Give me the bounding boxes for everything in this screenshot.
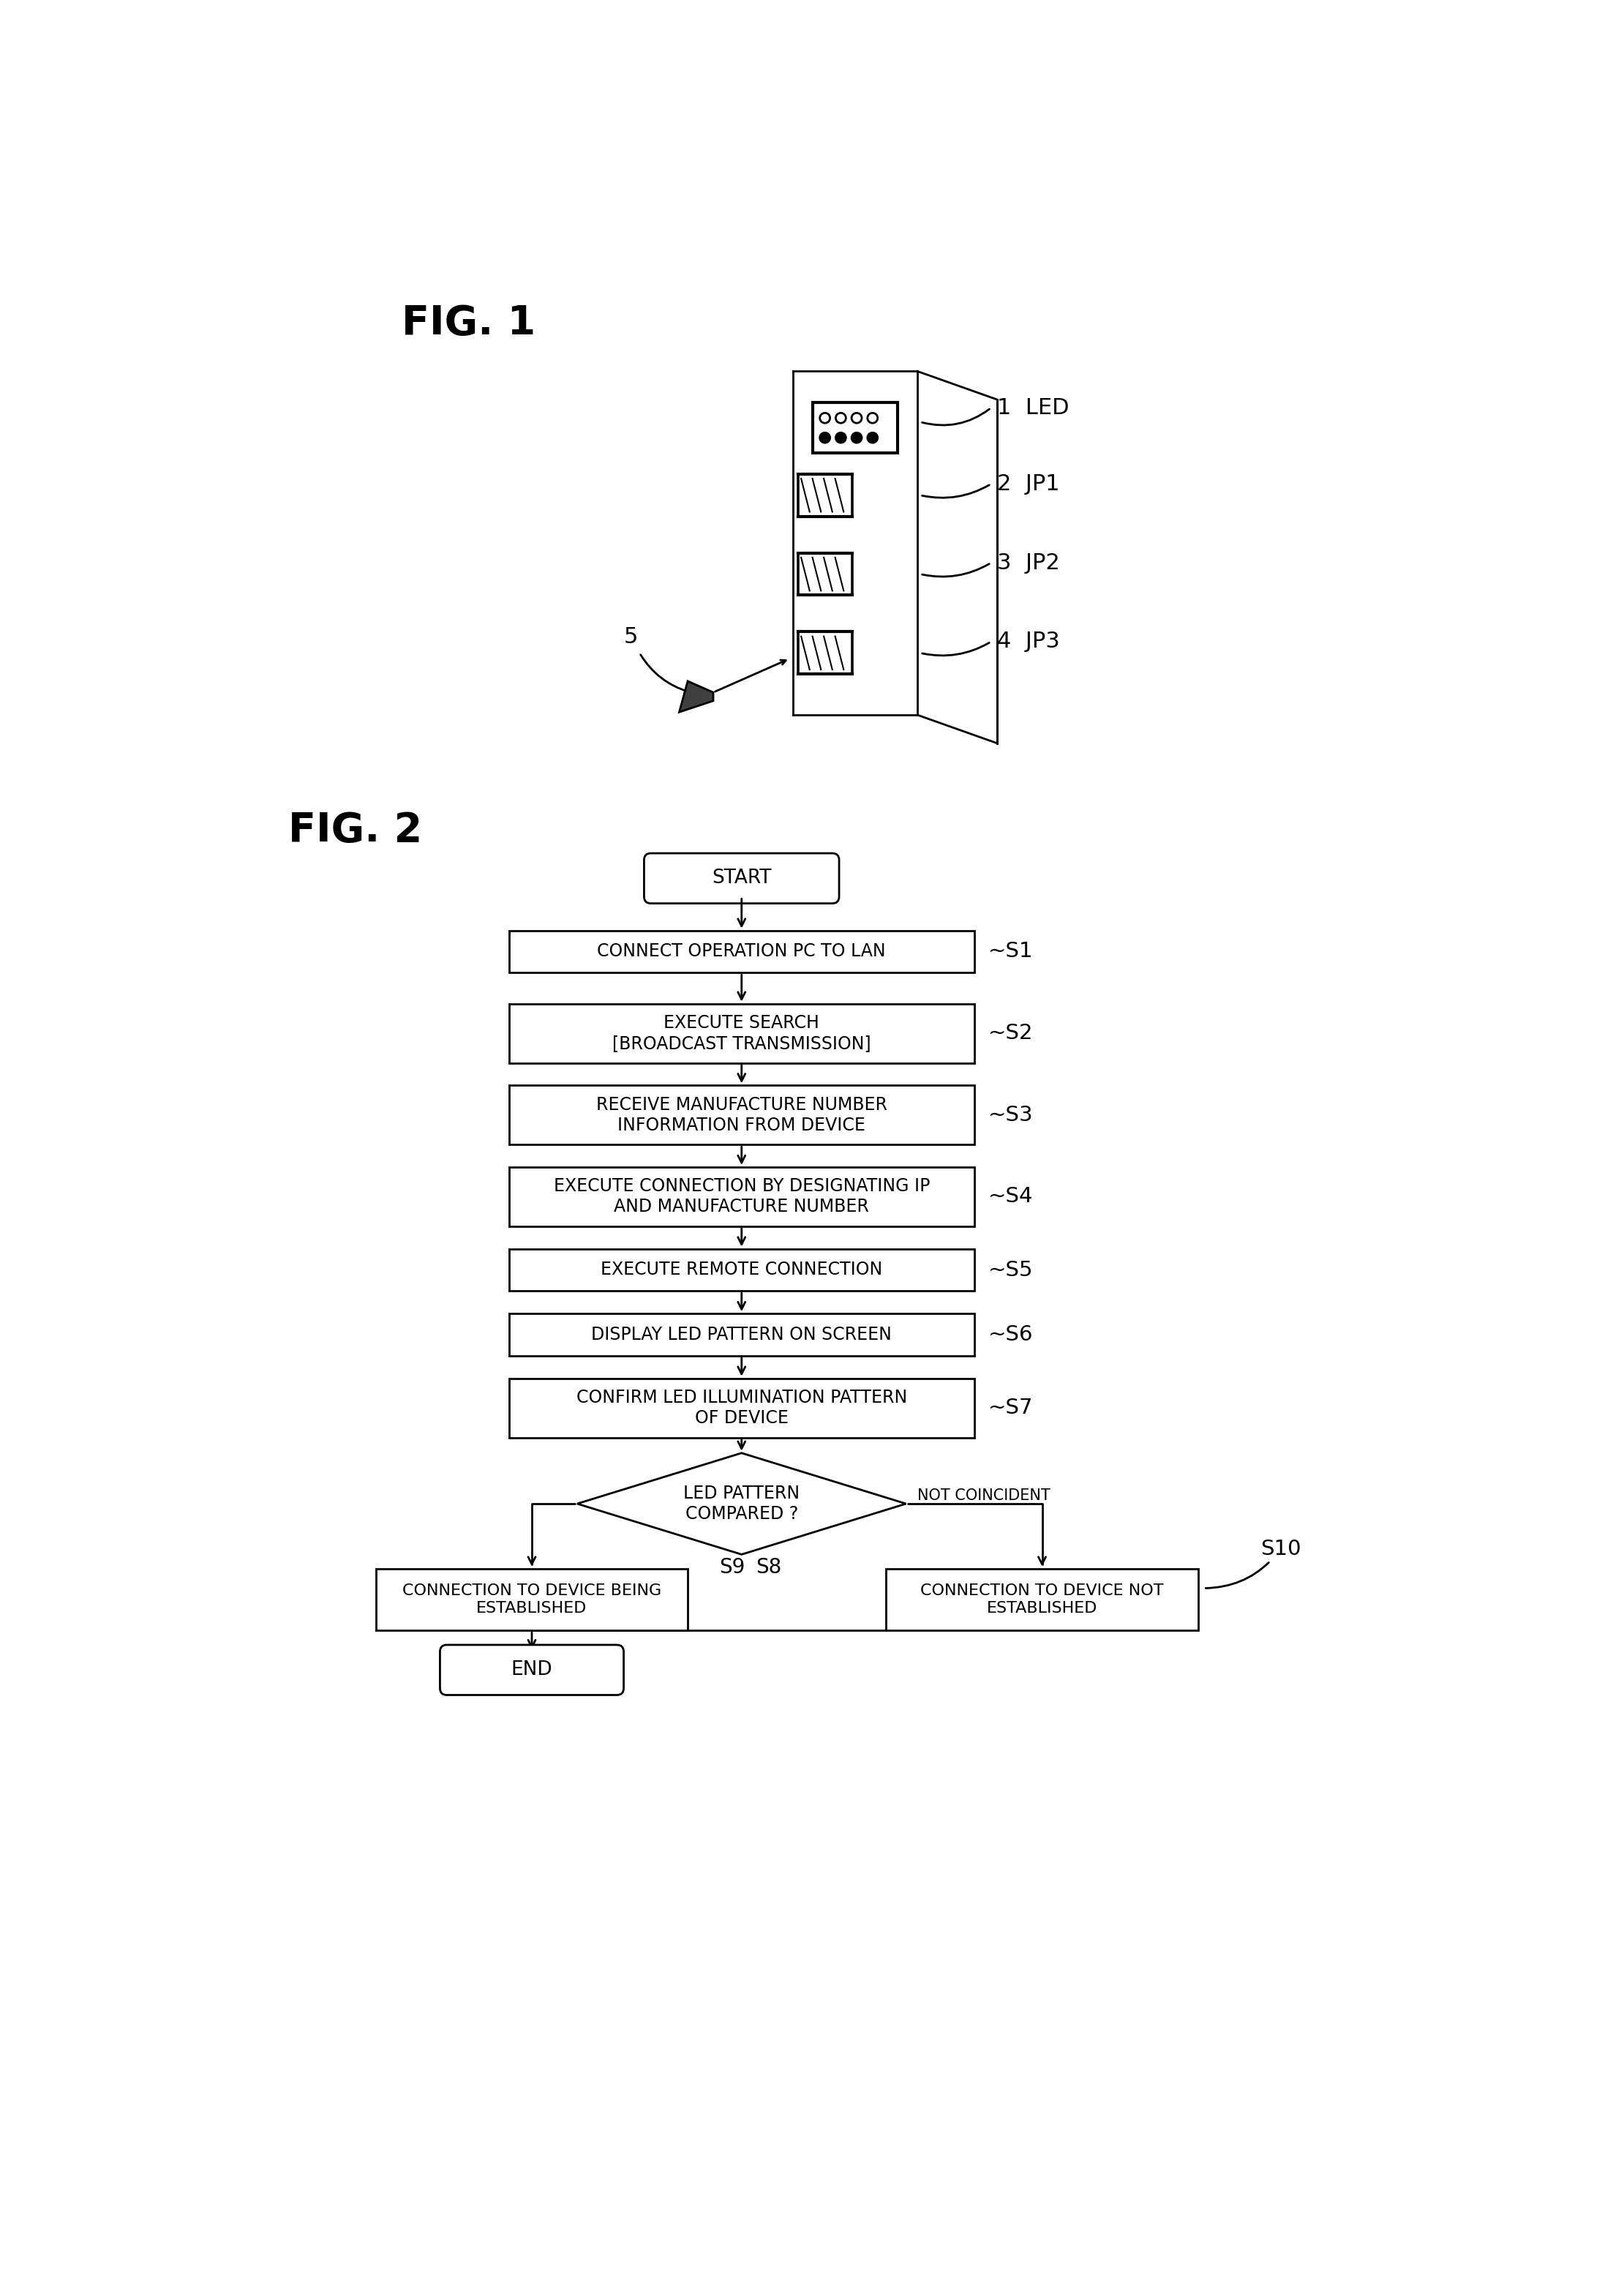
Polygon shape	[679, 682, 713, 711]
Text: FIG. 1: FIG. 1	[401, 304, 536, 343]
Bar	[510, 1004, 974, 1063]
Bar	[799, 632, 853, 675]
Bar	[375, 1568, 687, 1631]
Bar	[799, 552, 853, 595]
Text: CONFIRM LED ILLUMINATION PATTERN
OF DEVICE: CONFIRM LED ILLUMINATION PATTERN OF DEVI…	[577, 1388, 908, 1427]
Text: ~S1: ~S1	[989, 941, 1033, 961]
Text: DISPLAY LED PATTERN ON SCREEN: DISPLAY LED PATTERN ON SCREEN	[591, 1327, 892, 1343]
Bar	[799, 475, 853, 516]
Text: ~S6: ~S6	[989, 1325, 1033, 1345]
Text: S9: S9	[719, 1556, 745, 1577]
Polygon shape	[577, 1454, 906, 1554]
Text: ~S3: ~S3	[989, 1104, 1033, 1125]
Text: ~S5: ~S5	[989, 1259, 1033, 1279]
Text: 2  JP1: 2 JP1	[997, 473, 1059, 495]
Text: CONNECTION TO DEVICE NOT
ESTABLISHED: CONNECTION TO DEVICE NOT ESTABLISHED	[921, 1584, 1164, 1615]
Text: ~S2: ~S2	[989, 1022, 1033, 1043]
Text: ~S4: ~S4	[989, 1186, 1033, 1206]
Bar	[510, 1086, 974, 1145]
Text: CONNECT OPERATION PC TO LAN: CONNECT OPERATION PC TO LAN	[598, 943, 887, 961]
Text: EXECUTE SEARCH
[BROADCAST TRANSMISSION]: EXECUTE SEARCH [BROADCAST TRANSMISSION]	[612, 1013, 870, 1052]
Bar	[887, 1568, 1199, 1631]
Text: NOT COINCIDENT: NOT COINCIDENT	[918, 1488, 1051, 1502]
Text: 5: 5	[624, 627, 638, 648]
Bar	[510, 932, 974, 972]
Bar	[812, 402, 898, 452]
Bar	[510, 1379, 974, 1438]
Text: S8: S8	[755, 1556, 781, 1577]
Text: EXECUTE REMOTE CONNECTION: EXECUTE REMOTE CONNECTION	[601, 1261, 882, 1279]
Text: LED PATTERN
COMPARED ?: LED PATTERN COMPARED ?	[684, 1486, 799, 1522]
Text: START: START	[711, 868, 771, 888]
Text: FIG. 2: FIG. 2	[287, 811, 422, 850]
Text: RECEIVE MANUFACTURE NUMBER
INFORMATION FROM DEVICE: RECEIVE MANUFACTURE NUMBER INFORMATION F…	[596, 1095, 887, 1134]
Circle shape	[820, 432, 830, 443]
Circle shape	[867, 432, 877, 443]
Text: END: END	[512, 1661, 552, 1679]
Text: CONNECTION TO DEVICE BEING
ESTABLISHED: CONNECTION TO DEVICE BEING ESTABLISHED	[403, 1584, 661, 1615]
Circle shape	[851, 432, 862, 443]
Circle shape	[836, 432, 846, 443]
Text: EXECUTE CONNECTION BY DESIGNATING IP
AND MANUFACTURE NUMBER: EXECUTE CONNECTION BY DESIGNATING IP AND…	[554, 1177, 929, 1216]
Text: ~S7: ~S7	[989, 1397, 1033, 1418]
Text: S10: S10	[1205, 1538, 1301, 1588]
Text: 4  JP3: 4 JP3	[997, 632, 1059, 652]
Bar	[510, 1313, 974, 1356]
Text: 1  LED: 1 LED	[997, 398, 1069, 418]
Bar	[510, 1168, 974, 1227]
Bar	[510, 1250, 974, 1290]
Text: COINCIDENT: COINCIDENT	[526, 1574, 622, 1588]
FancyBboxPatch shape	[440, 1645, 624, 1695]
FancyBboxPatch shape	[645, 854, 840, 904]
Text: 3  JP2: 3 JP2	[997, 552, 1059, 573]
